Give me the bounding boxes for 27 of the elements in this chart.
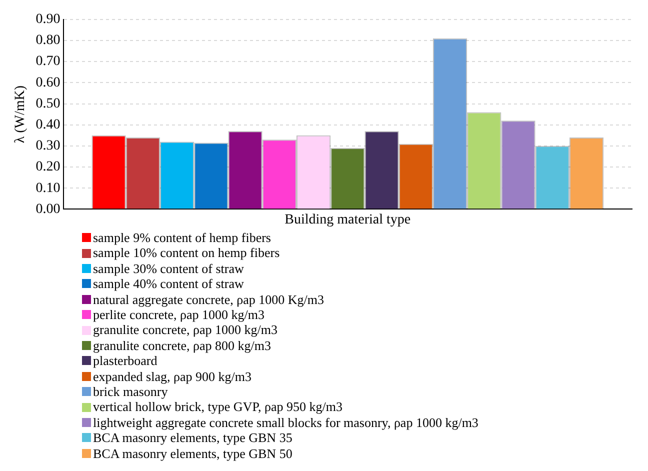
legend-label: perlite concrete, ρap 1000 kg/m3 bbox=[93, 307, 264, 322]
legend-label: granulite concrete, ρap 800 kg/m3 bbox=[93, 338, 271, 354]
legend-label: plasterboard bbox=[93, 353, 158, 369]
y-tick-label: 0.70 bbox=[36, 54, 60, 70]
legend-label: lightweight aggregate concrete small blocks for masonry, ρap 1000 kg/m3 bbox=[93, 414, 478, 430]
legend-label: sample 10% content on hemp fibers bbox=[93, 245, 280, 261]
legend-label: natural aggregate concrete, ρap 1000 Kg/m3 bbox=[93, 292, 324, 308]
y-tick-label: 0.40 bbox=[36, 118, 60, 133]
legend-label: brick masonry bbox=[93, 384, 168, 400]
y-tick-label: 0.80 bbox=[36, 33, 60, 48]
legend-label: sample 40% content of straw bbox=[93, 276, 244, 292]
y-axis-title: λ (W/mK) bbox=[13, 85, 28, 144]
x-axis-title: Building material type bbox=[284, 212, 411, 228]
legend-label: sample 30% content of straw bbox=[93, 260, 244, 276]
y-tick-label: 0.50 bbox=[36, 96, 60, 112]
legend-label: granulite concrete, ρap 1000 kg/m3 bbox=[93, 322, 278, 338]
legend-label: vertical hollow brick, type GVP, ρap 950 kg/m3 bbox=[93, 399, 342, 415]
y-tick-label: 0.30 bbox=[36, 138, 60, 154]
y-tick-label: 0.90 bbox=[36, 12, 60, 28]
legend-label: sample 9% content of hemp fibers bbox=[93, 230, 271, 246]
y-tick-label: 0.60 bbox=[36, 75, 60, 90]
y-tick-label: 0.00 bbox=[36, 202, 60, 217]
y-tick-label: 0.20 bbox=[36, 160, 60, 175]
legend-label: BCA masonry elements, type GBN 50 bbox=[93, 446, 292, 462]
legend-label: expanded slag, ρap 900 kg/m3 bbox=[93, 368, 252, 384]
y-tick-label: 0.10 bbox=[36, 180, 60, 196]
legend-label: BCA masonry elements, type GBN 35 bbox=[93, 430, 292, 446]
